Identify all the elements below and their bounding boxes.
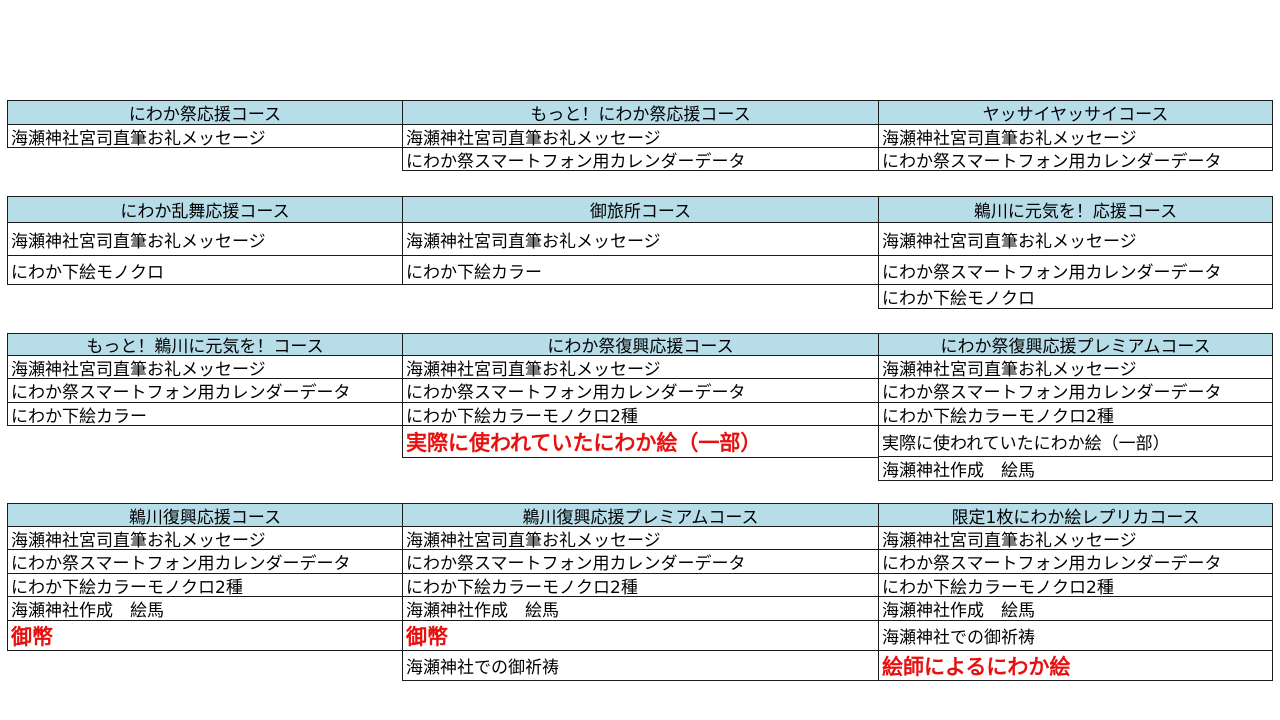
- course-header: にわか祭復興応援コース: [402, 333, 879, 356]
- reward-cell: 海瀬神社作成 絵馬: [878, 596, 1273, 621]
- reward-cell: にわか下絵モノクロ: [7, 255, 403, 285]
- reward-cell: にわか祭スマートフォン用カレンダーデータ: [7, 378, 403, 403]
- reward-cell: 海瀬神社作成 絵馬: [878, 456, 1273, 481]
- reward-cell: 海瀬神社宮司直筆お礼メッセージ: [402, 222, 879, 256]
- reward-cell: 海瀬神社宮司直筆お礼メッセージ: [878, 526, 1273, 550]
- reward-cell: にわか下絵カラーモノクロ2種: [402, 402, 879, 426]
- course-header: 鵜川復興応援コース: [7, 503, 403, 527]
- reward-cell: にわか祭スマートフォン用カレンダーデータ: [7, 549, 403, 574]
- course-header: 鵜川復興応援プレミアムコース: [402, 503, 879, 527]
- reward-cell: 海瀬神社宮司直筆お礼メッセージ: [878, 355, 1273, 379]
- reward-cell: にわか祭スマートフォン用カレンダーデータ: [878, 255, 1273, 285]
- reward-cell: 海瀬神社宮司直筆お礼メッセージ: [402, 355, 879, 379]
- reward-cell: 海瀬神社での御祈祷: [402, 650, 879, 681]
- reward-cell: にわか下絵カラー: [7, 402, 403, 426]
- course-header: もっと！鵜川に元気を！コース: [7, 333, 403, 356]
- reward-cell: 海瀬神社宮司直筆お礼メッセージ: [878, 222, 1273, 256]
- reward-cell: 海瀬神社作成 絵馬: [7, 596, 403, 621]
- course-header: 鵜川に元気を！応援コース: [878, 196, 1273, 223]
- reward-cell: にわか祭スマートフォン用カレンダーデータ: [878, 549, 1273, 574]
- course-header: にわか祭復興応援プレミアムコース: [878, 333, 1273, 356]
- reward-cell: 海瀬神社作成 絵馬: [402, 596, 879, 621]
- course-header: にわか乱舞応援コース: [7, 196, 403, 223]
- highlight-reward-cell: 御幣: [402, 620, 879, 651]
- course-header: ヤッサイヤッサイコース: [878, 100, 1273, 125]
- reward-cell: 海瀬神社宮司直筆お礼メッセージ: [7, 222, 403, 256]
- reward-cell: 海瀬神社宮司直筆お礼メッセージ: [7, 355, 403, 379]
- reward-cell: 海瀬神社宮司直筆お礼メッセージ: [7, 526, 403, 550]
- reward-cell: 海瀬神社での御祈祷: [878, 620, 1273, 651]
- highlight-reward-cell: 実際に使われていたにわか絵（一部）: [402, 425, 879, 458]
- reward-cell: にわか下絵モノクロ: [878, 284, 1273, 309]
- course-header: 御旅所コース: [402, 196, 879, 223]
- reward-cell: にわか祭スマートフォン用カレンダーデータ: [878, 378, 1273, 403]
- reward-cell: にわか祭スマートフォン用カレンダーデータ: [402, 378, 879, 403]
- reward-cell: にわか下絵カラー: [402, 255, 879, 285]
- reward-cell: 海瀬神社宮司直筆お礼メッセージ: [7, 124, 403, 148]
- reward-cell: 海瀬神社宮司直筆お礼メッセージ: [402, 526, 879, 550]
- reward-cell: にわか祭スマートフォン用カレンダーデータ: [402, 147, 879, 171]
- reward-cell: にわか下絵カラーモノクロ2種: [878, 402, 1273, 426]
- reward-cell: にわか下絵カラーモノクロ2種: [878, 573, 1273, 597]
- reward-cell: 海瀬神社宮司直筆お礼メッセージ: [402, 124, 879, 148]
- highlight-reward-cell: 御幣: [7, 620, 403, 651]
- reward-cell: 実際に使われていたにわか絵（一部）: [878, 425, 1273, 457]
- reward-cell: 海瀬神社宮司直筆お礼メッセージ: [878, 124, 1273, 148]
- course-header: にわか祭応援コース: [7, 100, 403, 125]
- course-header: もっと！にわか祭応援コース: [402, 100, 879, 125]
- reward-cell: にわか祭スマートフォン用カレンダーデータ: [402, 549, 879, 574]
- course-header: 限定1枚にわか絵レプリカコース: [878, 503, 1273, 527]
- reward-cell: にわか下絵カラーモノクロ2種: [7, 573, 403, 597]
- reward-cell: にわか祭スマートフォン用カレンダーデータ: [878, 147, 1273, 171]
- highlight-reward-cell: 絵師によるにわか絵: [878, 650, 1273, 681]
- reward-cell: にわか下絵カラーモノクロ2種: [402, 573, 879, 597]
